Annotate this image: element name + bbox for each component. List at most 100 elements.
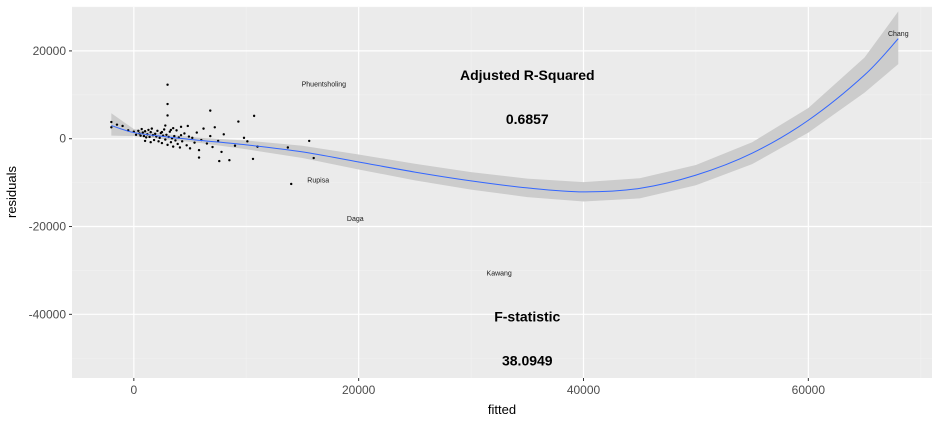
- data-point: [176, 142, 179, 146]
- data-point: [156, 129, 159, 133]
- x-tick-label: 60000: [792, 383, 826, 397]
- data-point: [220, 150, 223, 154]
- data-point: [110, 126, 113, 129]
- data-point: [179, 134, 183, 137]
- data-point: [169, 128, 173, 132]
- data-point: [308, 139, 311, 143]
- data-point: [179, 125, 183, 129]
- data-point: [157, 140, 160, 143]
- data-point: [246, 140, 249, 143]
- y-axis-title: residuals: [4, 165, 19, 218]
- data-point: [197, 156, 201, 159]
- y-tick-label: -40000: [29, 307, 67, 321]
- data-point: [175, 129, 178, 132]
- data-point: [166, 114, 169, 117]
- confidence-ribbon: [111, 11, 899, 202]
- smooth-confidence-band: [111, 11, 899, 202]
- y-tick-label: 0: [59, 132, 66, 146]
- data-point: [183, 132, 186, 135]
- y-tick-label: 20000: [33, 44, 67, 58]
- data-point: [149, 130, 152, 134]
- data-point: [213, 126, 216, 129]
- y-tick-label: -20000: [29, 220, 67, 234]
- data-point: [191, 136, 194, 140]
- data-point: [169, 141, 173, 144]
- annotations: Adjusted R-Squared 0.6857 F-statistic 38.09…: [460, 67, 595, 368]
- data-point: [171, 145, 175, 148]
- annotation-adj-r2-title: Adjusted R-Squared: [460, 67, 595, 83]
- x-axis-ticks: 0 20000 40000 60000: [130, 378, 825, 397]
- data-point: [211, 145, 214, 149]
- data-point: [186, 124, 189, 128]
- data-point: [233, 144, 237, 147]
- data-point: [174, 139, 177, 142]
- data-point: [143, 139, 147, 143]
- data-point: [166, 83, 169, 86]
- data-point: [237, 120, 240, 123]
- data-point: [202, 127, 205, 130]
- data-point: [193, 141, 196, 144]
- data-point: [143, 130, 147, 133]
- data-point: [160, 130, 164, 134]
- annotation-fstat-title: F-statistic: [494, 309, 560, 325]
- data-point: [242, 136, 246, 140]
- data-point: [110, 120, 113, 124]
- data-point: [166, 143, 169, 147]
- data-point: [149, 141, 152, 144]
- data-point: [134, 133, 138, 136]
- data-point: [142, 134, 146, 138]
- point-labels: Phuentsholing Chang Rupisa Daga Kawang: [302, 31, 909, 278]
- point-label: Chang: [888, 31, 909, 38]
- grid-minor: [72, 6, 932, 378]
- smooth-line: [111, 38, 899, 193]
- data-point: [121, 124, 124, 128]
- data-point: [144, 136, 148, 139]
- data-point: [162, 128, 166, 131]
- data-point: [252, 114, 256, 118]
- data-point: [312, 156, 315, 160]
- point-label: Daga: [347, 216, 364, 223]
- data-point: [228, 159, 231, 162]
- data-point: [188, 147, 192, 150]
- data-point: [141, 131, 145, 134]
- data-point: [222, 133, 225, 136]
- annotation-fstat-value: 38.0949: [502, 352, 553, 368]
- loess-smooth-line: [111, 38, 899, 193]
- x-axis-title: fitted: [488, 402, 516, 417]
- data-point: [173, 134, 176, 138]
- data-point: [150, 127, 154, 130]
- data-point: [153, 132, 157, 136]
- x-tick-label: 20000: [342, 383, 376, 397]
- data-point: [290, 182, 293, 186]
- data-point: [251, 157, 255, 161]
- y-axis-ticks: -40000 -20000 0 20000: [29, 44, 72, 321]
- data-point: [197, 148, 201, 152]
- data-point: [137, 129, 140, 133]
- data-point: [185, 144, 188, 147]
- data-point: [171, 126, 175, 130]
- point-label: Phuentsholing: [302, 81, 346, 88]
- data-point: [152, 138, 156, 142]
- data-point: [147, 128, 150, 132]
- data-point: [139, 134, 142, 137]
- data-point: [140, 127, 143, 131]
- data-point: [178, 146, 182, 149]
- data-point: [166, 102, 169, 106]
- data-point: [165, 133, 168, 136]
- x-tick-label: 0: [130, 383, 137, 397]
- annotation-adj-r2-value: 0.6857: [506, 111, 549, 127]
- point-label: Kawang: [487, 271, 512, 278]
- data-point: [115, 123, 119, 126]
- data-point: [218, 159, 221, 163]
- data-point: [286, 146, 290, 149]
- data-point: [158, 136, 161, 140]
- point-label: Rupisa: [307, 177, 329, 184]
- x-tick-label: 40000: [567, 383, 601, 397]
- data-point: [164, 138, 167, 141]
- data-point: [168, 130, 172, 133]
- data-point: [205, 142, 209, 145]
- data-point: [187, 135, 191, 138]
- data-point: [195, 131, 198, 134]
- data-point: [209, 134, 212, 138]
